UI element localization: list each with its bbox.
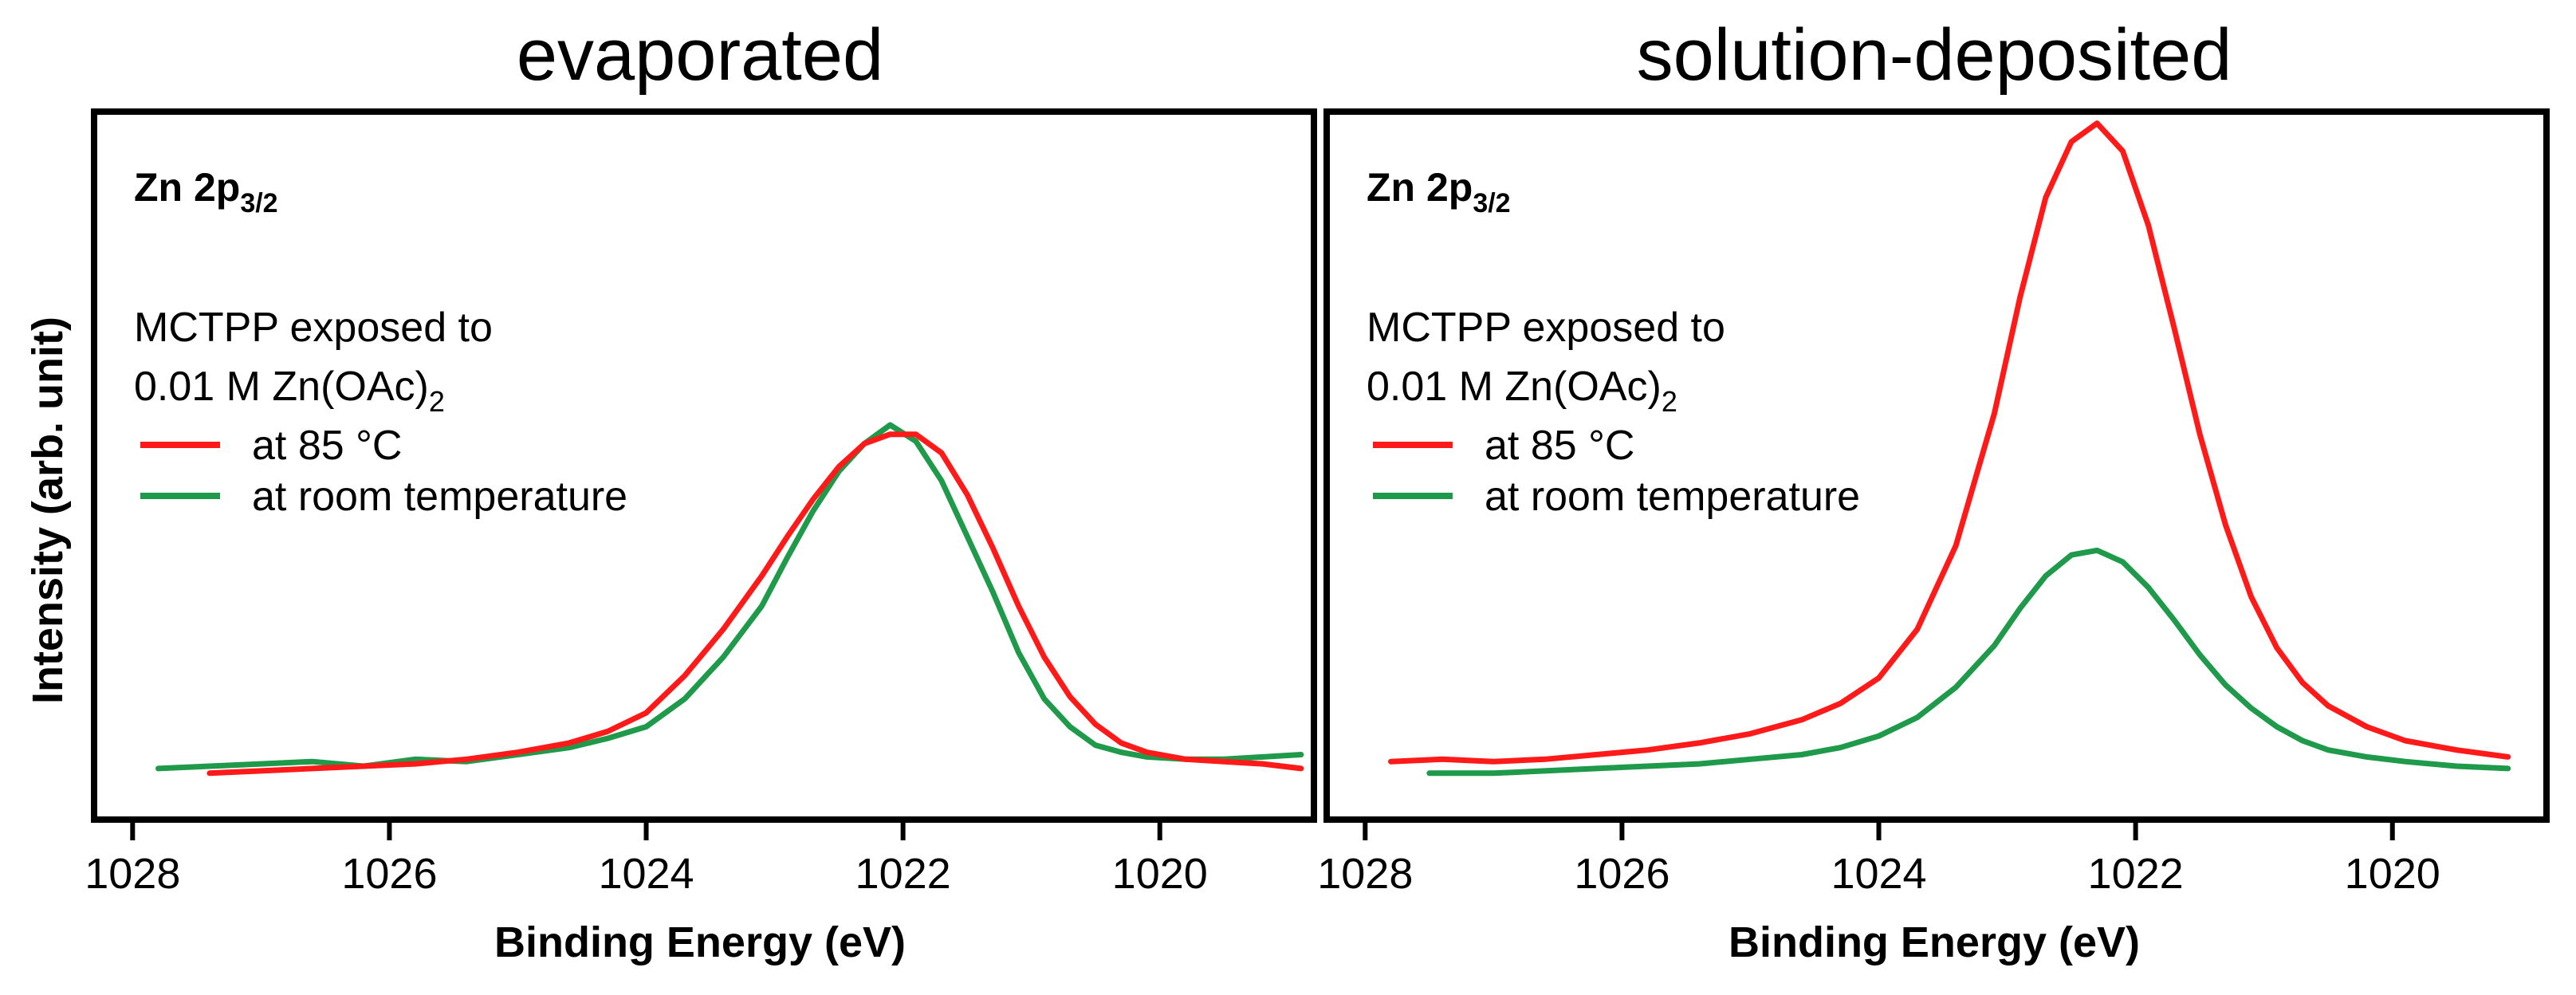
- peak-label-solution-deposited: Zn 2p3/2: [1367, 165, 1511, 218]
- peak-label-main: Zn 2p: [1367, 165, 1473, 210]
- curves-solution-deposited: [1388, 120, 2511, 777]
- x-tick-label-1024-solution-deposited: 1024: [1831, 850, 1926, 898]
- legend-label-85c-solution-deposited: at 85 °C: [1485, 423, 1634, 469]
- x-tick-label-1022-solution-deposited: 1022: [2088, 850, 2184, 898]
- plot-frame-solution-deposited: [1323, 108, 2550, 823]
- plot-frame-evaporated: [91, 108, 1317, 823]
- x-tick-label-1028-solution-deposited: 1028: [1317, 850, 1413, 898]
- legend-heading-line2-solution-deposited: 0.01 M Zn(OAc)2: [1367, 364, 1677, 418]
- panel-evaporated: evaporated 1028 1026 1024 1022 1020 Zn 2p3/2…: [85, 14, 1317, 966]
- y-axis-label: Intensity (arb. unit): [24, 317, 72, 704]
- peak-label-main: Zn 2p: [134, 165, 240, 210]
- x-tick-label-1020-solution-deposited: 1020: [2345, 850, 2440, 898]
- x-tick-label-1024-evaporated: 1024: [598, 850, 694, 898]
- panel-title-evaporated: evaporated: [517, 14, 883, 96]
- panel-title-solution-deposited: solution-deposited: [1637, 14, 2232, 96]
- x-ticks-evaporated: 1028 1026 1024 1022 1020: [85, 820, 1208, 898]
- x-ticks-solution-deposited: 1028 1026 1024 1022 1020: [1317, 820, 2440, 898]
- peak-label-sub: 3/2: [240, 188, 277, 218]
- legend-heading-line2-prefix: 0.01 M Zn(OAc): [134, 364, 429, 410]
- legend-heading-line1-evaporated: MCTPP exposed to: [134, 305, 493, 351]
- panel-solution-deposited: solution-deposited 1028 1026 1024 1022 1020 …: [1317, 14, 2550, 966]
- series-line-85c-solution-deposited: [1388, 120, 2511, 765]
- legend-heading-line1-solution-deposited: MCTPP exposed to: [1367, 305, 1725, 351]
- x-tick-label-1028-evaporated: 1028: [85, 850, 180, 898]
- series-line-85c-evaporated: [206, 431, 1304, 777]
- series-line-room-temperature-solution-deposited: [1426, 547, 2511, 777]
- legend-heading-line2-evaporated: 0.01 M Zn(OAc)2: [134, 364, 445, 418]
- legend-heading-line2-prefix: 0.01 M Zn(OAc): [1367, 364, 1662, 410]
- x-tick-label-1020-evaporated: 1020: [1112, 850, 1208, 898]
- legend-label-room-solution-deposited: at room temperature: [1485, 474, 1860, 520]
- curves-evaporated: [155, 422, 1304, 777]
- x-tick-label-1026-evaporated: 1026: [341, 850, 437, 898]
- legend-label-room-evaporated: at room temperature: [252, 474, 627, 520]
- legend-heading-line2-sub: 2: [1662, 385, 1677, 418]
- x-tick-label-1022-evaporated: 1022: [855, 850, 951, 898]
- x-tick-label-1026-solution-deposited: 1026: [1574, 850, 1669, 898]
- legend-heading-line2-sub: 2: [429, 385, 445, 418]
- peak-label-evaporated: Zn 2p3/2: [134, 165, 278, 218]
- peak-label-sub: 3/2: [1473, 188, 1510, 218]
- x-axis-label-evaporated: Binding Energy (eV): [494, 918, 906, 966]
- legend-label-85c-evaporated: at 85 °C: [252, 423, 402, 469]
- x-axis-label-solution-deposited: Binding Energy (eV): [1728, 918, 2140, 966]
